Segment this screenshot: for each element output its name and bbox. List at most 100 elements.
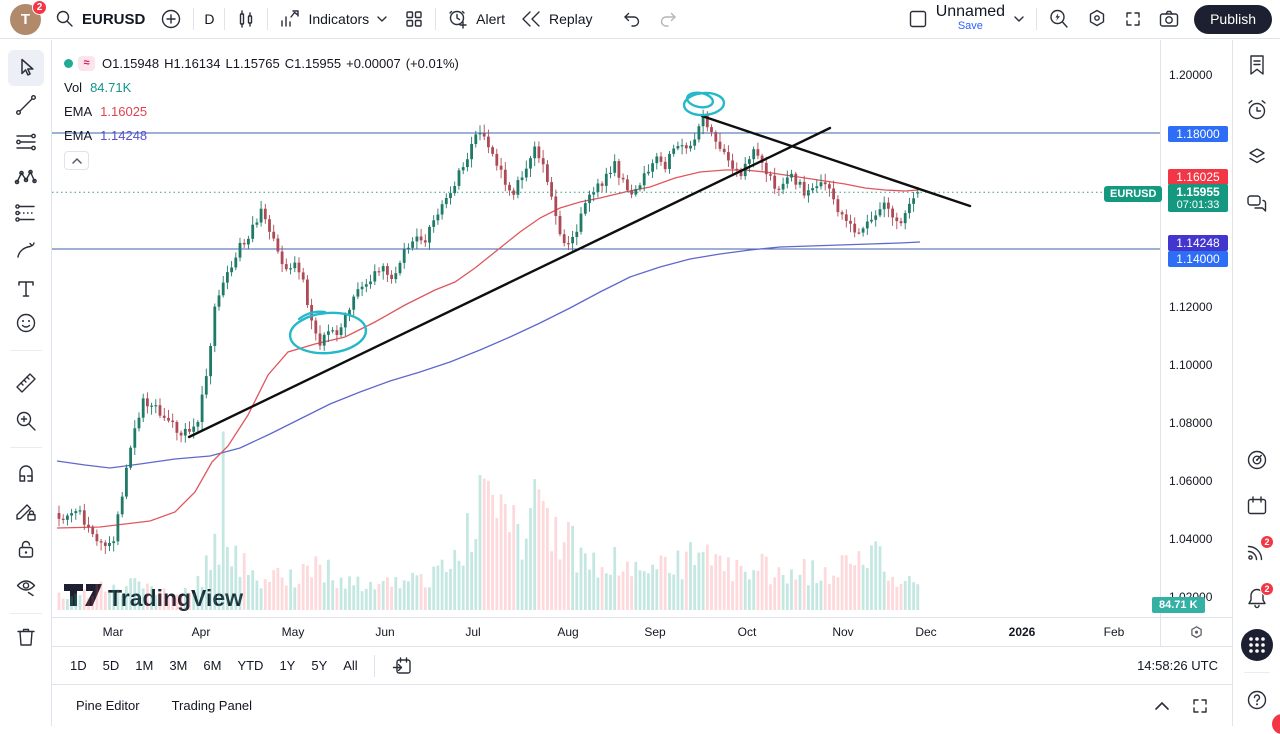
sidebar-news-button[interactable]: 2 (1240, 534, 1274, 568)
time-tick: Aug (557, 625, 579, 639)
range-3m[interactable]: 3M (169, 658, 188, 673)
tool-hide-all[interactable] (8, 569, 44, 605)
range-1y[interactable]: 1Y (279, 658, 296, 673)
range-1d[interactable]: 1D (70, 658, 87, 673)
tool-zoom-in[interactable] (8, 403, 44, 439)
candlestick-icon (235, 8, 257, 30)
toolbar-divider (1036, 8, 1038, 30)
symbol-search-button[interactable]: EURUSD (47, 0, 152, 38)
tab-trading-panel[interactable]: Trading Panel (171, 698, 253, 713)
news-badge: 2 (1260, 535, 1274, 549)
tool-magnet[interactable] (8, 455, 44, 491)
snapshot-button[interactable] (1150, 0, 1188, 38)
tool-fib-retracement[interactable] (8, 124, 44, 160)
goto-date-button[interactable] (383, 651, 421, 681)
legend-row-ema-2[interactable]: EMA 1.14248 (64, 123, 459, 147)
legend-collapse-button[interactable] (64, 151, 89, 170)
ohlc-change-pct: (+0.01%) (405, 55, 459, 71)
price-tick: 1.10000 (1169, 358, 1213, 372)
alerts-clock-icon (1244, 97, 1270, 123)
tool-cursor[interactable] (8, 50, 44, 86)
tool-lock-all[interactable] (8, 531, 44, 567)
layout-name: Unnamed (935, 3, 1006, 20)
panel-maximize-icon[interactable] (1190, 696, 1210, 716)
volume-series (57, 431, 920, 610)
tool-emoji[interactable] (8, 305, 44, 341)
fullscreen-button[interactable] (1116, 0, 1150, 38)
chart-canvas[interactable]: TradingView (52, 40, 1160, 617)
range-1m[interactable]: 1M (135, 658, 154, 673)
symbol-name: EURUSD (82, 10, 146, 28)
draw-lock-icon (13, 498, 39, 524)
interval-button[interactable]: D (197, 0, 221, 38)
range-all[interactable]: All (343, 658, 358, 673)
indicator-templates-button[interactable] (396, 0, 432, 38)
sidebar-apps-button[interactable] (1240, 628, 1274, 662)
tool-text-tool[interactable] (8, 271, 44, 307)
time-tick: Jul (465, 625, 481, 639)
tool-brush[interactable] (8, 232, 44, 268)
time-tick: Sep (644, 625, 666, 639)
chart-settings-button[interactable] (1078, 0, 1116, 38)
range-ytd[interactable]: YTD (237, 658, 264, 673)
user-avatar[interactable]: T 2 (10, 0, 47, 35)
tab-pine-editor[interactable]: Pine Editor (76, 698, 140, 713)
price-axis[interactable]: 1.20000 1.12000 1.10000 1.08000 1.06000 1.040… (1160, 40, 1232, 617)
sidebar-watchlist-button[interactable] (1240, 48, 1274, 82)
tool-position-tool[interactable] (8, 195, 44, 231)
price-badge-1.15955: 1.15955 07:01:33 (1168, 184, 1228, 212)
sidebar-screener-button[interactable] (1240, 443, 1274, 477)
sidebar-chat-button[interactable] (1240, 187, 1274, 221)
tool-xabcd-pattern[interactable] (8, 160, 44, 196)
indicators-button[interactable]: Indicators (271, 0, 396, 38)
clock-utc[interactable]: 14:58:26 UTC (1137, 658, 1218, 673)
brush-icon (13, 237, 39, 263)
compare-add-symbol-button[interactable] (152, 0, 190, 38)
undo-button[interactable] (614, 0, 650, 38)
chart-pane: TradingView ≈ O1.15948 H1.16134 L1.15765… (52, 40, 1232, 726)
magnet-icon (13, 460, 39, 486)
quick-search-button[interactable] (1040, 0, 1078, 38)
axis-settings-gear-icon[interactable] (1188, 624, 1205, 641)
sidebar-alerts-clock-button[interactable] (1240, 93, 1274, 127)
chevron-down-icon (1012, 12, 1026, 26)
publish-button[interactable]: Publish (1194, 4, 1272, 34)
legend-row-ema-1[interactable]: EMA 1.16025 (64, 99, 459, 123)
tool-trash[interactable] (8, 619, 44, 655)
time-tick: Jun (375, 625, 395, 639)
tool-ruler[interactable] (8, 365, 44, 401)
sidebar-object-tree-button[interactable] (1240, 140, 1274, 174)
rail-divider (10, 613, 42, 614)
tool-draw-lock[interactable] (8, 493, 44, 529)
layout-menu-chevron[interactable] (1005, 0, 1033, 38)
sidebar-help-button[interactable] (1240, 683, 1274, 717)
legend-row-vol[interactable]: Vol 84.71K (64, 75, 459, 99)
time-tick: Apr (191, 625, 211, 639)
fullscreen-icon (1123, 9, 1143, 29)
ruler-icon (13, 370, 39, 396)
layout-name-button[interactable]: Unnamed Save (935, 3, 1006, 33)
range-5y[interactable]: 5Y (311, 658, 328, 673)
chart-style-button[interactable] (228, 0, 264, 38)
replay-button[interactable]: Replay (512, 0, 600, 38)
toolbar-divider (435, 8, 437, 30)
emoji-icon (13, 310, 39, 336)
time-tick: 2026 (1008, 625, 1036, 639)
range-5d[interactable]: 5D (102, 658, 120, 673)
tool-trend-line[interactable] (8, 87, 44, 123)
trend-line-icon (13, 92, 39, 118)
range-6m[interactable]: 6M (203, 658, 222, 673)
layout-select-button[interactable] (900, 0, 936, 38)
price-tick: 1.12000 (1169, 300, 1213, 314)
alert-button[interactable]: Alert (439, 0, 512, 38)
time-axis[interactable]: Mar Apr May Jun Jul Aug Sep Oct Nov Dec 2026 Feb (52, 617, 1160, 646)
redo-button[interactable] (650, 0, 686, 38)
redo-icon (657, 8, 679, 30)
sidebar-notifications-button[interactable]: 2 (1240, 581, 1274, 615)
layout-save-link[interactable]: Save (957, 20, 983, 32)
panel-expand-chevron-icon[interactable] (1152, 696, 1172, 716)
legend-symbol-row[interactable]: ≈ O1.15948 H1.16134 L1.15765 C1.15955 +0… (64, 51, 459, 75)
sidebar-calendar-button[interactable] (1240, 489, 1274, 523)
apps-icon (1240, 628, 1274, 662)
